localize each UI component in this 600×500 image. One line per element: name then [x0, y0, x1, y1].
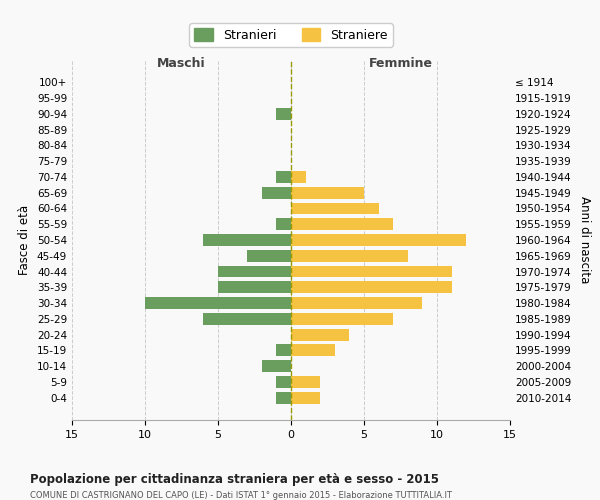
Text: Popolazione per cittadinanza straniera per età e sesso - 2015: Popolazione per cittadinanza straniera p… [30, 472, 439, 486]
Bar [291, 266, 452, 278]
Bar [291, 297, 422, 309]
Bar [262, 360, 291, 372]
Bar [291, 392, 320, 404]
Bar [291, 250, 408, 262]
Bar [291, 202, 379, 214]
Bar [291, 313, 393, 325]
Bar [291, 328, 349, 340]
Bar [218, 266, 291, 278]
Bar [277, 171, 291, 183]
Bar [277, 376, 291, 388]
Y-axis label: Anni di nascita: Anni di nascita [578, 196, 591, 284]
Y-axis label: Fasce di età: Fasce di età [19, 205, 31, 275]
Bar [291, 234, 466, 246]
Text: Maschi: Maschi [157, 56, 206, 70]
Bar [247, 250, 291, 262]
Bar [203, 313, 291, 325]
Bar [291, 282, 452, 293]
Bar [291, 344, 335, 356]
Text: Femmine: Femmine [368, 56, 433, 70]
Bar [145, 297, 291, 309]
Bar [277, 392, 291, 404]
Bar [277, 218, 291, 230]
Bar [291, 376, 320, 388]
Bar [218, 282, 291, 293]
Bar [291, 218, 393, 230]
Bar [277, 344, 291, 356]
Bar [262, 187, 291, 198]
Legend: Stranieri, Straniere: Stranieri, Straniere [189, 23, 393, 46]
Bar [277, 108, 291, 120]
Bar [291, 187, 364, 198]
Bar [203, 234, 291, 246]
Text: COMUNE DI CASTRIGNANO DEL CAPO (LE) - Dati ISTAT 1° gennaio 2015 - Elaborazione : COMUNE DI CASTRIGNANO DEL CAPO (LE) - Da… [30, 491, 452, 500]
Bar [291, 171, 305, 183]
